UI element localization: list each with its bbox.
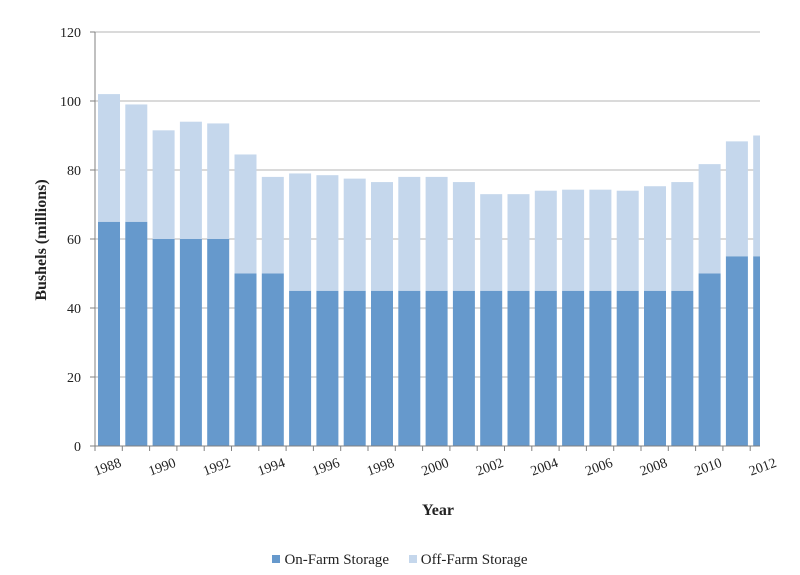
x-tick-label: 1990 (147, 456, 178, 480)
y-tick-labels: 0 20 40 60 80 100 120 (60, 26, 81, 455)
bar-off-farm (698, 164, 721, 274)
bar-off-farm (261, 176, 284, 274)
y-tick-label: 60 (67, 233, 81, 248)
x-tick-labels: 1988 1990 1992 1994 1996 1998 2000 2002 2004 2006… (92, 456, 779, 480)
y-tick-label: 120 (60, 26, 81, 41)
x-tick-label: 2012 (747, 456, 778, 480)
bar-off-farm (534, 190, 557, 291)
bar-on-farm (725, 256, 748, 446)
bar-on-farm (371, 290, 393, 446)
axes (90, 31, 760, 451)
bar-on-farm (589, 290, 612, 446)
bar-off-farm (480, 194, 503, 291)
x-tick-label: 2006 (583, 456, 614, 480)
legend: On-Farm Storage Off-Farm Storage (0, 551, 800, 570)
bar-on-farm (234, 273, 257, 446)
x-tick-label: 2002 (474, 456, 505, 480)
bar-on-farm (753, 256, 760, 446)
x-tick-label: 2010 (693, 456, 724, 480)
bar-off-farm (343, 178, 366, 291)
bar-on-farm (98, 221, 120, 446)
bar-off-farm (753, 135, 760, 257)
bar-on-farm (534, 290, 557, 446)
y-tick-label: 20 (67, 371, 81, 386)
bars (98, 94, 760, 446)
bar-off-farm (562, 189, 585, 291)
bar-on-farm (616, 290, 639, 446)
bar-off-farm (125, 104, 148, 222)
bar-on-farm (398, 290, 421, 446)
bar-on-farm (316, 290, 339, 446)
y-tick-label: 100 (60, 95, 81, 110)
x-axis-title: Year (422, 502, 454, 519)
bar-off-farm (616, 190, 639, 291)
bar-off-farm (316, 175, 339, 291)
y-tick-label: 0 (74, 440, 81, 455)
bar-off-farm (98, 94, 120, 222)
legend-label-off-farm: Off-Farm Storage (420, 552, 528, 568)
bar-on-farm (125, 221, 148, 446)
legend-item-on-farm: On-Farm Storage (272, 551, 389, 570)
legend-swatch-off-farm (408, 555, 417, 563)
bar-on-farm (289, 290, 312, 446)
bar-off-farm (644, 186, 666, 291)
bar-off-farm (589, 189, 612, 291)
bar-on-farm (425, 290, 448, 446)
bar-on-farm (452, 290, 475, 446)
legend-item-off-farm: Off-Farm Storage (408, 551, 528, 570)
bar-off-farm (234, 154, 257, 274)
bar-off-farm (152, 130, 175, 239)
bar-off-farm (179, 121, 202, 239)
x-tick-label: 1992 (201, 456, 232, 480)
y-tick-label: 40 (67, 302, 81, 317)
bar-off-farm (425, 176, 448, 291)
x-tick-label: 2004 (529, 456, 560, 480)
x-tick-label: 1988 (92, 456, 123, 480)
legend-label-on-farm: On-Farm Storage (284, 552, 390, 568)
bar-on-farm (480, 290, 503, 446)
bar-off-farm (452, 182, 475, 291)
x-tick-label: 1998 (365, 456, 396, 480)
x-tick-label: 1996 (310, 456, 341, 480)
y-tick-label: 80 (67, 164, 81, 179)
bar-on-farm (698, 273, 721, 446)
bar-on-farm (671, 290, 694, 446)
bar-on-farm (207, 239, 230, 446)
legend-swatch-on-farm (272, 555, 281, 563)
bar-on-farm (644, 290, 666, 446)
bar-off-farm (398, 176, 421, 291)
bar-on-farm (152, 239, 175, 446)
bar-off-farm (725, 141, 748, 257)
bar-off-farm (289, 173, 312, 291)
bar-on-farm (562, 290, 585, 446)
bar-off-farm (207, 123, 230, 239)
bar-on-farm (179, 239, 202, 446)
bar-on-farm (261, 273, 284, 446)
bar-on-farm (507, 290, 530, 446)
bar-on-farm (343, 290, 366, 446)
x-tick-label: 2000 (420, 456, 451, 480)
y-axis-title: Bushels (millions) (33, 179, 50, 300)
x-tick-label: 1994 (256, 456, 287, 480)
bar-off-farm (371, 182, 393, 291)
bar-off-farm (507, 194, 530, 291)
bar-off-farm (671, 182, 694, 291)
x-tick-label: 2008 (638, 456, 669, 480)
